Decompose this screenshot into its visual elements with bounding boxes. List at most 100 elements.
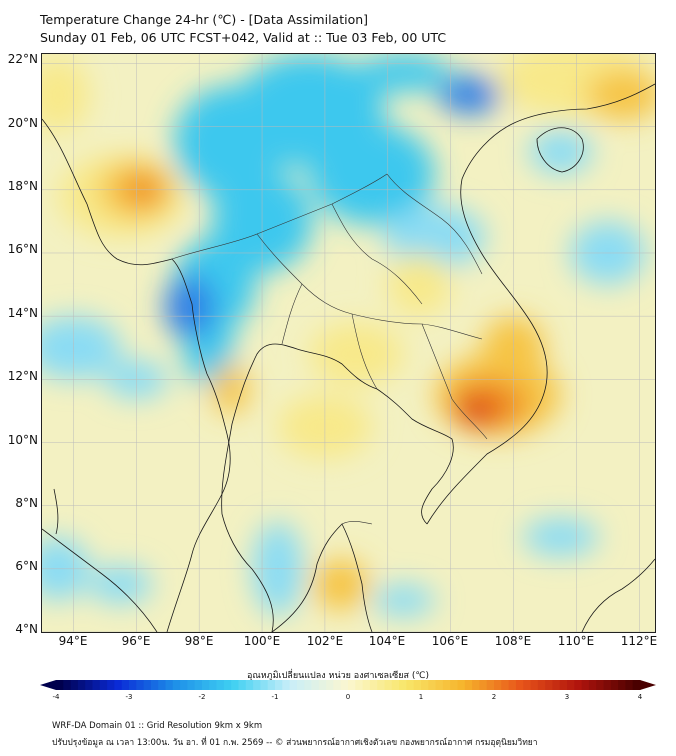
colorbar-cell xyxy=(194,680,203,690)
field-blob-warm xyxy=(585,69,655,121)
field-blob-strong_cool xyxy=(164,275,215,339)
colorbar-tick-label: 4 xyxy=(637,693,643,701)
colorbar-cell xyxy=(457,680,466,690)
colorbar-cell xyxy=(545,680,553,690)
colorbar-cell xyxy=(348,680,356,690)
temperature-field xyxy=(42,54,655,632)
colorbar-tick-label: -4 xyxy=(52,693,60,701)
colorbar-cell xyxy=(85,680,93,690)
colorbar-cell xyxy=(172,680,181,690)
colorbar-cell xyxy=(304,680,312,690)
field-blob-very_hot xyxy=(456,395,495,427)
colorbar-cell xyxy=(479,680,488,690)
coastline-sumatra xyxy=(42,528,158,632)
colorbar-cell xyxy=(245,680,254,690)
colorbar-cell xyxy=(129,680,137,690)
colorbar-cell xyxy=(143,680,152,690)
colorbar-cell xyxy=(552,680,561,690)
colorbar-tick-label: 1 xyxy=(418,693,424,701)
colorbar-cell xyxy=(486,680,495,690)
coastline-hainan xyxy=(536,127,584,173)
colorbar-cell xyxy=(70,680,79,690)
lat-label-4: 4°N xyxy=(15,622,38,636)
field-blob-cool xyxy=(309,123,435,225)
lat-label-12: 12°N xyxy=(7,369,38,383)
colorbar-cell xyxy=(362,680,371,690)
colorbar-cell xyxy=(581,680,590,690)
colorbar-cell xyxy=(282,680,291,690)
colorbar-cell xyxy=(567,680,575,690)
colorbar-cell xyxy=(559,680,568,690)
colorbar-cell xyxy=(413,680,422,690)
field-blob-light_cool xyxy=(522,518,599,557)
colorbar-cell xyxy=(355,680,364,690)
lat-label-16: 16°N xyxy=(7,242,38,256)
map-title: Temperature Change 24-hr (℃) - [Data Ass… xyxy=(40,12,369,27)
colorbar-cell xyxy=(165,680,174,690)
field-blob-cool xyxy=(356,54,451,92)
lon-label-104: 104°E xyxy=(368,634,406,648)
lon-label-94: 94°E xyxy=(58,634,88,648)
colorbar-cell xyxy=(421,680,429,690)
colorbar-cell xyxy=(610,680,619,690)
field-blob-light_cool xyxy=(42,316,121,380)
colorbar-tick-label: -3 xyxy=(125,693,133,701)
field-blob-light_cool xyxy=(372,584,435,617)
lat-label-22: 22°N xyxy=(7,52,38,66)
colorbar-cell xyxy=(340,680,349,690)
colorbar xyxy=(40,680,656,690)
colorbar-cell xyxy=(515,680,524,690)
coastline-myanmar xyxy=(42,118,231,632)
colorbar-cell xyxy=(618,680,626,690)
map-panel xyxy=(41,53,656,633)
colorbar-cell xyxy=(296,680,305,690)
lon-label-108: 108°E xyxy=(494,634,532,648)
field-blob-light_warm xyxy=(309,322,404,386)
coastline-vietnam xyxy=(426,83,655,525)
colorbar-cell xyxy=(333,680,342,690)
colorbar-cell xyxy=(260,680,269,690)
colorbar-tick-label: 2 xyxy=(491,693,497,701)
colorbar-cell xyxy=(588,680,597,690)
colorbar-cell xyxy=(501,680,510,690)
colorbar-cell xyxy=(318,680,327,690)
colorbar-cell xyxy=(450,680,458,690)
coastlines xyxy=(42,83,655,632)
colorbar-cell xyxy=(435,680,444,690)
colorbar-cell xyxy=(442,680,451,690)
lon-label-110: 110°E xyxy=(557,634,595,648)
footer-domain-info: WRF-DA Domain 01 :: Grid Resolution 9km … xyxy=(52,721,263,731)
colorbar-cell xyxy=(99,680,108,690)
lat-label-6: 6°N xyxy=(15,559,38,573)
colorbar-cell xyxy=(406,680,415,690)
colorbar-cell xyxy=(216,680,225,690)
colorbar-cell xyxy=(377,680,385,690)
colorbar-cell xyxy=(523,680,531,690)
lon-label-106: 106°E xyxy=(431,634,469,648)
colorbar-tick-label: -2 xyxy=(198,693,206,701)
coastline-malay-peninsula xyxy=(271,523,373,632)
colorbar-cell xyxy=(114,680,123,690)
colorbar-cell xyxy=(399,680,407,690)
colorbar-cell xyxy=(596,680,604,690)
lat-label-14: 14°N xyxy=(7,306,38,320)
country-borders xyxy=(171,173,488,525)
colorbar-cell xyxy=(209,680,218,690)
lon-label-98: 98°E xyxy=(184,634,214,648)
colorbar-cell xyxy=(158,680,166,690)
colorbar-tick-label: 3 xyxy=(564,693,570,701)
colorbar-cell xyxy=(136,680,145,690)
field-blob-warm xyxy=(312,559,369,610)
lat-label-20: 20°N xyxy=(7,116,38,130)
colorbar-cell xyxy=(384,680,393,690)
colorbar-cell xyxy=(428,680,437,690)
colorbar-cell xyxy=(464,680,473,690)
colorbar-cell xyxy=(223,680,232,690)
colorbar-cell xyxy=(289,680,298,690)
colorbar-cell xyxy=(107,680,115,690)
map-subtitle: Sunday 01 Feb, 06 UTC FCST+042, Valid at… xyxy=(40,30,447,45)
colorbar-tick-label: 0 xyxy=(345,693,351,701)
colorbar-cell xyxy=(472,680,480,690)
coastline-borneo xyxy=(581,558,655,632)
lon-label-112: 112°E xyxy=(620,634,658,648)
